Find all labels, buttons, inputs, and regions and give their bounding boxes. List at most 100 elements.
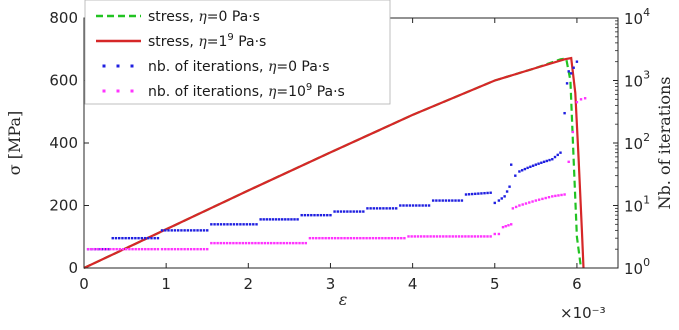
data-point <box>217 223 219 225</box>
data-point <box>486 192 488 194</box>
data-point <box>389 207 391 209</box>
data-point <box>477 192 479 194</box>
data-point <box>477 235 479 237</box>
legend-entry-iter-eta1e9: nb. of iterations, η=109 Pa·s <box>148 82 345 100</box>
data-point <box>183 229 185 231</box>
data-point <box>263 218 265 220</box>
data-point <box>161 248 163 250</box>
data-point <box>402 204 404 206</box>
data-point <box>494 233 496 235</box>
data-point <box>531 200 533 202</box>
data-point <box>518 204 520 206</box>
data-point <box>257 242 259 244</box>
data-point <box>489 235 491 237</box>
data-point <box>501 197 503 199</box>
data-point <box>210 223 212 225</box>
data-point <box>150 237 152 239</box>
data-point <box>251 242 253 244</box>
data-point <box>566 82 568 84</box>
data-point <box>216 242 218 244</box>
data-point <box>304 214 306 216</box>
data-point <box>154 237 156 239</box>
data-point <box>353 237 355 239</box>
data-point <box>96 248 98 250</box>
data-point <box>115 248 117 250</box>
data-point <box>264 242 266 244</box>
data-point <box>320 214 322 216</box>
data-point <box>557 194 559 196</box>
data-point <box>121 237 123 239</box>
data-point <box>124 237 126 239</box>
data-point <box>420 235 422 237</box>
data-point <box>200 248 202 250</box>
data-point <box>157 237 159 239</box>
data-point <box>400 237 402 239</box>
data-point <box>405 204 407 206</box>
data-point <box>337 210 339 212</box>
data-point <box>524 168 526 170</box>
data-point <box>559 151 561 153</box>
data-point <box>290 218 292 220</box>
data-point <box>223 242 225 244</box>
data-point <box>563 112 565 114</box>
data-point <box>399 204 401 206</box>
data-point <box>426 235 428 237</box>
data-point <box>128 237 130 239</box>
data-point <box>455 235 457 237</box>
data-point <box>540 162 542 164</box>
data-point <box>305 242 307 244</box>
data-point <box>167 248 169 250</box>
data-point <box>548 196 550 198</box>
x-tick-label: 4 <box>408 275 418 293</box>
y-left-axis-label: σ [MPa] <box>5 111 24 175</box>
data-point <box>471 235 473 237</box>
data-point <box>196 229 198 231</box>
data-point <box>572 131 574 133</box>
data-point <box>206 248 208 250</box>
data-point <box>442 235 444 237</box>
data-point <box>230 223 232 225</box>
data-point <box>223 223 225 225</box>
data-point <box>206 229 208 231</box>
data-point <box>353 210 355 212</box>
data-point <box>535 199 537 201</box>
y-left-tick-label: 800 <box>49 9 78 27</box>
data-point <box>171 248 173 250</box>
data-point <box>150 248 152 250</box>
data-point <box>333 210 335 212</box>
data-point <box>403 237 405 239</box>
data-point <box>508 185 510 187</box>
data-point <box>245 242 247 244</box>
data-point <box>384 237 386 239</box>
data-point <box>147 248 149 250</box>
data-point <box>259 218 261 220</box>
data-point <box>242 242 244 244</box>
data-point <box>144 237 146 239</box>
data-point <box>486 235 488 237</box>
data-point <box>369 237 371 239</box>
data-point <box>503 195 505 197</box>
legend-entry-iter-eta0: nb. of iterations, η=0 Pa·s <box>148 59 330 75</box>
data-point <box>445 235 447 237</box>
data-point <box>458 235 460 237</box>
y-right-tick-label: 101 <box>624 194 650 216</box>
data-point <box>528 201 530 203</box>
data-point <box>362 237 364 239</box>
data-point <box>226 223 228 225</box>
data-point <box>429 235 431 237</box>
data-point <box>532 165 534 167</box>
data-point <box>554 156 556 158</box>
data-point <box>254 242 256 244</box>
data-point <box>535 163 537 165</box>
data-point <box>187 229 189 231</box>
data-point <box>498 233 500 235</box>
data-point <box>445 199 447 201</box>
data-point <box>425 204 427 206</box>
y-left-tick-label: 0 <box>68 259 78 277</box>
data-point <box>483 235 485 237</box>
data-point <box>252 223 254 225</box>
data-point <box>267 242 269 244</box>
legend-marker <box>103 90 106 93</box>
data-point <box>448 235 450 237</box>
data-point <box>157 248 159 250</box>
